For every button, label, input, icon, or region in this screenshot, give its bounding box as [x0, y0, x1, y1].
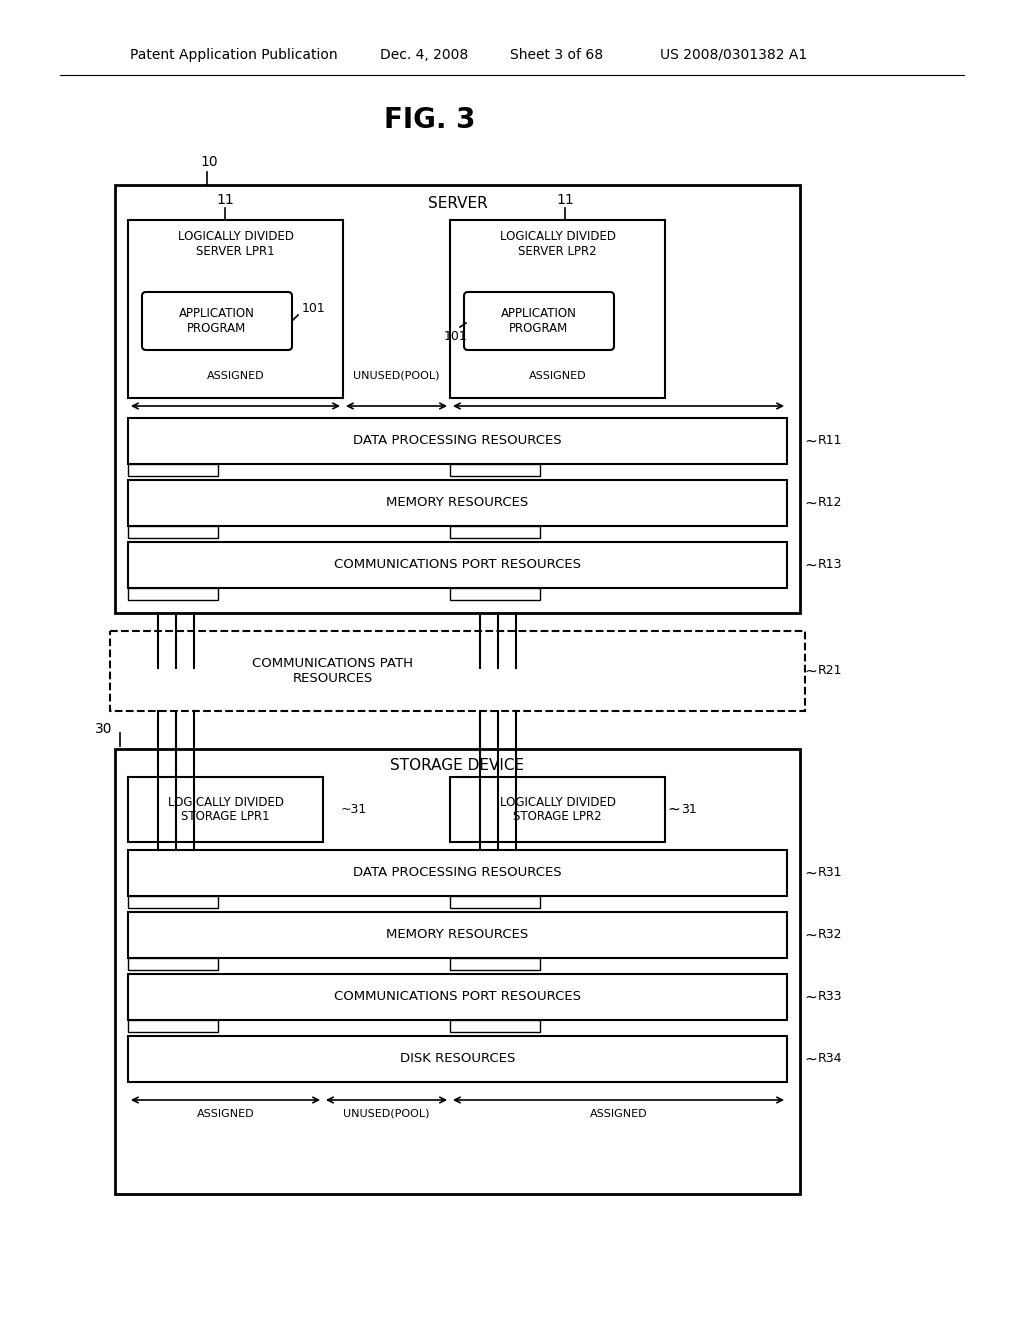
Text: ~31: ~31	[341, 803, 368, 816]
Text: ~: ~	[804, 1052, 817, 1067]
Text: R13: R13	[818, 558, 843, 572]
Text: R11: R11	[818, 434, 843, 447]
Text: COMMUNICATIONS PATH
RESOURCES: COMMUNICATIONS PATH RESOURCES	[252, 657, 413, 685]
Text: ~: ~	[667, 803, 680, 817]
Bar	[128, 543, 787, 587]
Bar	[128, 525, 218, 539]
Bar	[450, 465, 540, 477]
Bar	[128, 418, 787, 465]
Text: ~: ~	[804, 433, 817, 449]
Bar	[115, 748, 800, 1195]
Bar	[128, 850, 787, 896]
Bar	[128, 220, 343, 399]
Bar	[128, 465, 218, 477]
Text: APPLICATION
PROGRAM: APPLICATION PROGRAM	[179, 308, 255, 335]
Text: 30: 30	[95, 722, 113, 737]
Text: COMMUNICATIONS PORT RESOURCES: COMMUNICATIONS PORT RESOURCES	[334, 558, 581, 572]
Text: ASSIGNED: ASSIGNED	[590, 1109, 647, 1119]
Bar	[450, 525, 540, 539]
Text: ~: ~	[804, 990, 817, 1005]
Bar	[128, 777, 323, 842]
Text: R21: R21	[818, 664, 843, 677]
Text: LOGICALLY DIVIDED
STORAGE LPR1: LOGICALLY DIVIDED STORAGE LPR1	[168, 796, 284, 824]
Text: R12: R12	[818, 496, 843, 510]
Bar	[450, 896, 540, 908]
Text: Dec. 4, 2008: Dec. 4, 2008	[380, 48, 468, 62]
Text: COMMUNICATIONS PORT RESOURCES: COMMUNICATIONS PORT RESOURCES	[334, 990, 581, 1003]
Text: MEMORY RESOURCES: MEMORY RESOURCES	[386, 496, 528, 510]
Text: ~: ~	[804, 664, 817, 678]
Text: LOGICALLY DIVIDED
SERVER LPR1: LOGICALLY DIVIDED SERVER LPR1	[177, 230, 294, 257]
Text: ~: ~	[804, 928, 817, 942]
Text: R32: R32	[818, 928, 843, 941]
Bar	[450, 587, 540, 601]
Bar	[128, 1036, 787, 1082]
FancyBboxPatch shape	[464, 292, 614, 350]
Text: APPLICATION
PROGRAM: APPLICATION PROGRAM	[501, 308, 577, 335]
Bar	[128, 587, 218, 601]
Bar	[450, 958, 540, 970]
Text: MEMORY RESOURCES: MEMORY RESOURCES	[386, 928, 528, 941]
Text: LOGICALLY DIVIDED
SERVER LPR2: LOGICALLY DIVIDED SERVER LPR2	[500, 230, 615, 257]
Bar	[128, 912, 787, 958]
Bar	[128, 1020, 218, 1032]
Bar	[450, 1020, 540, 1032]
Text: R34: R34	[818, 1052, 843, 1065]
Text: R31: R31	[818, 866, 843, 879]
Text: ASSIGNED: ASSIGNED	[528, 371, 587, 381]
Text: UNUSED(POOL): UNUSED(POOL)	[353, 371, 439, 381]
Text: SERVER: SERVER	[428, 195, 487, 210]
Text: UNUSED(POOL): UNUSED(POOL)	[343, 1109, 430, 1119]
Text: US 2008/0301382 A1: US 2008/0301382 A1	[660, 48, 807, 62]
Text: 11: 11	[556, 193, 573, 207]
Text: LOGICALLY DIVIDED
STORAGE LPR2: LOGICALLY DIVIDED STORAGE LPR2	[500, 796, 615, 824]
Text: Sheet 3 of 68: Sheet 3 of 68	[510, 48, 603, 62]
Text: DISK RESOURCES: DISK RESOURCES	[399, 1052, 515, 1065]
Bar	[128, 896, 218, 908]
Text: FIG. 3: FIG. 3	[384, 106, 476, 135]
Bar	[450, 777, 665, 842]
Bar	[110, 631, 805, 711]
Text: 10: 10	[200, 154, 218, 169]
Text: Patent Application Publication: Patent Application Publication	[130, 48, 338, 62]
Bar	[128, 958, 218, 970]
Text: 101: 101	[302, 302, 326, 315]
Bar	[115, 185, 800, 612]
Text: ASSIGNED: ASSIGNED	[197, 1109, 254, 1119]
Text: DATA PROCESSING RESOURCES: DATA PROCESSING RESOURCES	[353, 434, 562, 447]
Bar	[128, 974, 787, 1020]
Bar	[128, 480, 787, 525]
Text: DATA PROCESSING RESOURCES: DATA PROCESSING RESOURCES	[353, 866, 562, 879]
Text: ~: ~	[804, 866, 817, 880]
Text: ASSIGNED: ASSIGNED	[207, 371, 264, 381]
Text: STORAGE DEVICE: STORAGE DEVICE	[390, 758, 524, 772]
Bar	[450, 220, 665, 399]
FancyBboxPatch shape	[142, 292, 292, 350]
Text: 31: 31	[681, 803, 696, 816]
Text: ~: ~	[804, 557, 817, 573]
Text: R33: R33	[818, 990, 843, 1003]
Text: 101: 101	[444, 330, 468, 342]
Text: ~: ~	[804, 495, 817, 511]
Text: 11: 11	[216, 193, 233, 207]
